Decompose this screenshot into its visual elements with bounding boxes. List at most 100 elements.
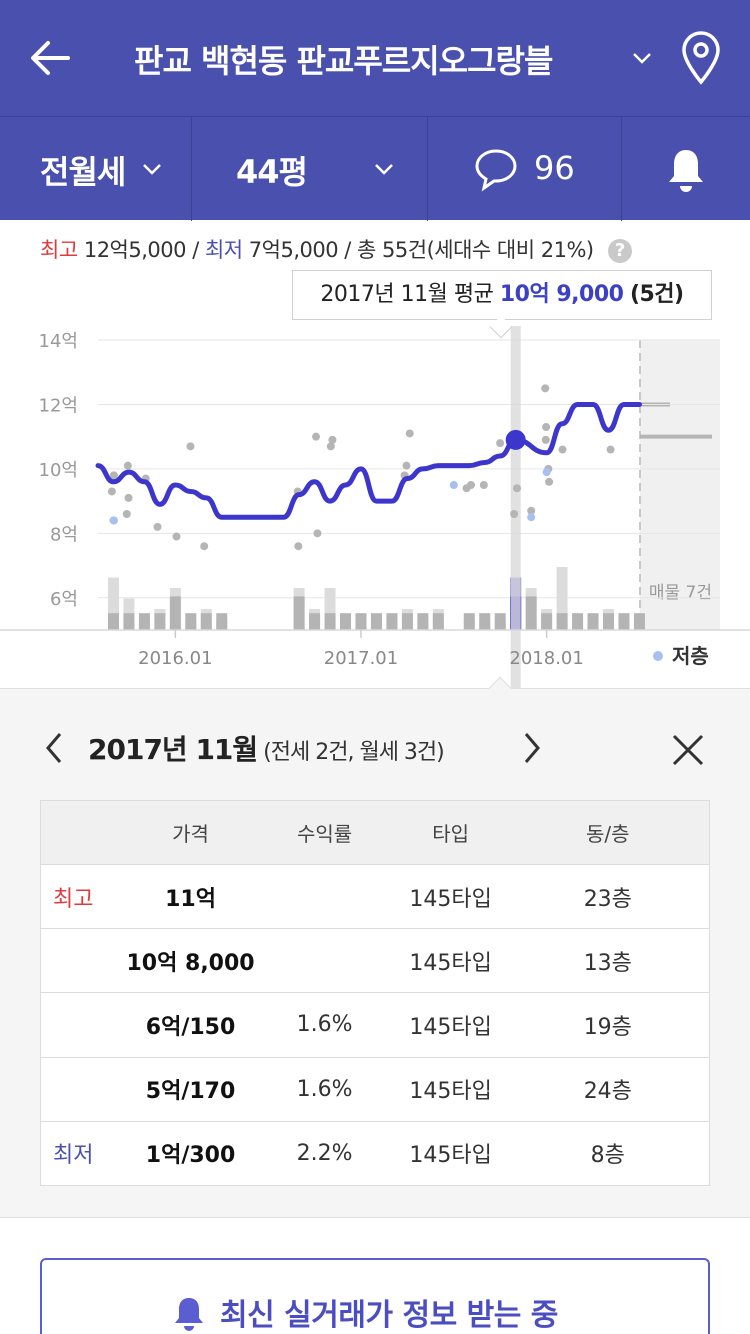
- volume-bar-segment: [185, 613, 196, 630]
- comments-button[interactable]: 96: [428, 117, 622, 221]
- deal-type: 145타입: [395, 865, 507, 929]
- column-header: [41, 801, 127, 865]
- deal-point: [123, 510, 131, 518]
- alert-label: 최신 실거래가 정보 받는 중: [220, 1290, 558, 1334]
- table-row: 5억/170 1.6% 145타입 24층: [41, 1057, 710, 1121]
- month-navigator: 2017년 11월 (전세 2건, 월세 3건): [40, 726, 720, 770]
- deal-point: [328, 436, 336, 444]
- deal-floor: 13층: [507, 929, 710, 993]
- deal-point: [541, 384, 549, 392]
- legend-low-floor-marker: [653, 651, 663, 661]
- volume-bar-segment: [216, 613, 227, 630]
- chevron-right-icon[interactable]: [518, 730, 546, 766]
- deal-point: [172, 533, 180, 541]
- deal-point: [513, 484, 521, 492]
- deal-table: 가격 수익률 타입 동/층 최고 11억 145타입 23층 10억 8,000…: [40, 800, 710, 1186]
- summary-separator: /: [344, 238, 351, 262]
- listing-count-label: 매물 7건: [649, 583, 712, 603]
- volume-bar-segment: [479, 613, 490, 630]
- deal-yield: [255, 865, 395, 929]
- volume-bar-segment: [417, 613, 428, 630]
- deal-type: 145타입: [395, 1121, 507, 1185]
- volume-bar-segment: [386, 613, 397, 630]
- legend-low-floor-label: 저층: [672, 644, 709, 668]
- volume-bar-segment: [201, 613, 212, 630]
- max-value: 12억5,000: [84, 238, 186, 262]
- chevron-down-icon[interactable]: [628, 44, 656, 72]
- area-selector[interactable]: 44평: [192, 117, 428, 221]
- volume-bar-segment: [588, 613, 599, 630]
- deal-point: [312, 433, 320, 441]
- bell-icon: [666, 147, 706, 193]
- rank-label: [41, 1057, 127, 1121]
- deal-type-selector[interactable]: 전월세: [0, 117, 192, 221]
- deal-point: [480, 481, 488, 489]
- volume-bar-segment: [123, 613, 134, 630]
- chart-tooltip: 2017년 11월 평균 10억 9,000 (5건): [292, 270, 712, 320]
- rank-label: [41, 993, 127, 1057]
- volume-bar-segment: [108, 613, 119, 630]
- close-icon[interactable]: [668, 730, 708, 770]
- volume-bar-segment: [618, 613, 629, 630]
- help-icon[interactable]: ?: [608, 239, 632, 263]
- volume-bar-segment: [603, 613, 614, 630]
- table-header-row: 가격 수익률 타입 동/층: [41, 801, 710, 865]
- column-header-type: 타입: [395, 801, 507, 865]
- detail-month-title: 2017년 11월 (전세 2건, 월세 3건): [88, 728, 444, 768]
- deal-point: [154, 523, 162, 531]
- y-tick-label: 14억: [39, 331, 78, 352]
- map-pin-icon[interactable]: [676, 30, 726, 86]
- volume-bar-segment: [464, 613, 475, 630]
- deal-yield: 2.2%: [255, 1121, 395, 1185]
- detail-month-summary: (전세 2건, 월세 3건): [263, 740, 444, 765]
- volume-bar-segment: [355, 613, 366, 630]
- volume-bar-segment: [325, 613, 336, 630]
- rank-label: 최고: [41, 865, 127, 929]
- speech-bubble-icon: [472, 145, 520, 193]
- deal-point: [607, 446, 615, 454]
- summary-separator: /: [192, 238, 199, 262]
- volume-bar-segment: [371, 613, 382, 630]
- page-title[interactable]: 판교 백현동 판교푸르지오그랑블: [134, 36, 552, 82]
- volume-bar-segment: [402, 613, 413, 630]
- chevron-down-icon: [370, 155, 398, 183]
- chevron-left-icon[interactable]: [40, 730, 68, 766]
- deal-point: [108, 487, 116, 495]
- column-header-yield: 수익률: [255, 801, 395, 865]
- average-price-line: [98, 404, 639, 517]
- column-header-floor: 동/층: [507, 801, 710, 865]
- deal-floor: 24층: [507, 1057, 710, 1121]
- comment-count: 96: [534, 149, 575, 187]
- tooltip-average: 10억 9,000: [500, 282, 624, 307]
- deal-point-low-floor: [527, 513, 535, 521]
- volume-bar-segment: [154, 613, 165, 630]
- tooltip-month: 2017년 11월 평균: [320, 282, 493, 307]
- x-tick-label: 2018.01: [509, 648, 583, 669]
- notification-button[interactable]: [622, 117, 750, 221]
- deal-price: 5억/170: [127, 1057, 255, 1121]
- deal-price: 10억 8,000: [127, 929, 255, 993]
- tooltip-count: (5건): [630, 282, 684, 307]
- deal-point: [313, 529, 321, 537]
- deal-yield: [255, 929, 395, 993]
- price-chart[interactable]: 매물 7건 14억 12억 10억 8억 6억 2016.01 2017.01 2018.0…: [0, 326, 750, 690]
- top-header: 판교 백현동 판교푸르지오그랑블: [0, 0, 750, 116]
- detail-month: 2017년 11월: [88, 733, 257, 766]
- volume-bar-segment: [433, 613, 444, 630]
- deal-point: [496, 439, 504, 447]
- deal-price: 1억/300: [127, 1121, 255, 1185]
- deal-point: [294, 542, 302, 550]
- deal-point: [559, 446, 567, 454]
- alert-subscribe-button[interactable]: 최신 실거래가 정보 받는 중: [40, 1258, 710, 1334]
- rank-label: 최저: [41, 1121, 127, 1185]
- x-tick-label: 2016.01: [138, 648, 212, 669]
- volume-bar-segment: [309, 613, 320, 630]
- deal-point: [124, 462, 132, 470]
- deal-point-low-floor: [450, 481, 458, 489]
- column-header-price: 가격: [127, 801, 255, 865]
- volume-bar-segment: [634, 613, 645, 630]
- back-arrow-icon[interactable]: [24, 30, 80, 86]
- deal-point: [200, 542, 208, 550]
- volume-bar-segment: [170, 596, 181, 630]
- deal-price: 11억: [127, 865, 255, 929]
